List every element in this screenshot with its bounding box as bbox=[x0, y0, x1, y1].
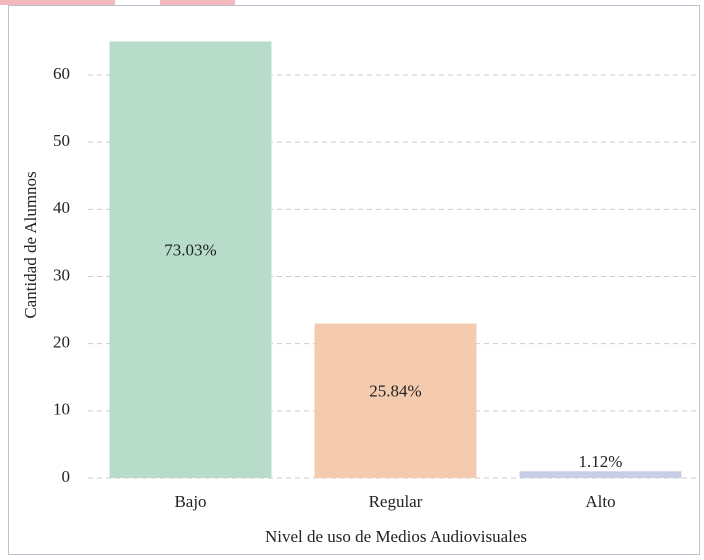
x-axis-label: Nivel de uso de Medios Audiovisuales bbox=[265, 527, 527, 546]
redacted-block bbox=[160, 0, 235, 5]
bar bbox=[314, 323, 477, 478]
x-tick-label: Regular bbox=[369, 492, 423, 511]
percent-label: 1.12% bbox=[579, 452, 623, 471]
y-axis-label: Cantidad de Alumnos bbox=[21, 171, 40, 318]
x-tick-label: Alto bbox=[585, 492, 615, 511]
y-tick-label: 30 bbox=[53, 265, 70, 284]
y-tick-label: 40 bbox=[53, 198, 70, 217]
y-tick-label: 20 bbox=[53, 333, 70, 352]
y-tick-label: 60 bbox=[53, 64, 70, 83]
y-tick-label: 0 bbox=[62, 467, 71, 486]
x-tick-label: Bajo bbox=[174, 492, 206, 511]
bar bbox=[109, 41, 272, 479]
percent-label: 73.03% bbox=[164, 241, 216, 260]
y-tick-label: 10 bbox=[53, 400, 70, 419]
frame bbox=[8, 5, 700, 555]
bar bbox=[519, 471, 682, 478]
percent-label: 25.84% bbox=[369, 382, 421, 401]
y-tick-label: 50 bbox=[53, 131, 70, 150]
redacted-block bbox=[0, 0, 115, 5]
